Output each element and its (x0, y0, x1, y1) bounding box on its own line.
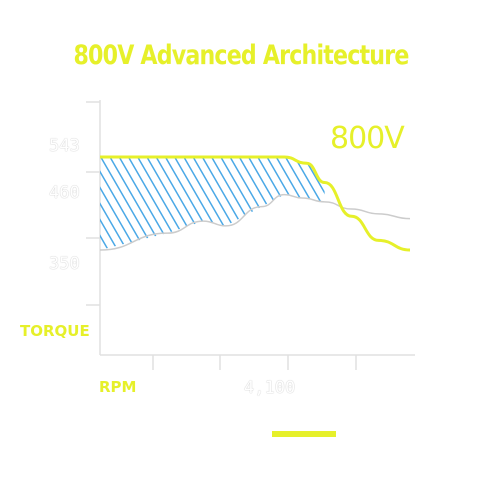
y-tick-label-350: 350 (49, 254, 80, 274)
y-tick-label-460: 460 (49, 183, 80, 203)
chart-title: 800V Advanced Architecture (73, 40, 409, 71)
x-tick-label-4100: 4,100 (244, 378, 296, 398)
y-axis-label: TORQUE (20, 322, 90, 340)
y-tick-label-543: 543 (49, 136, 80, 156)
baseline-torque-line (99, 193, 411, 251)
torque-gain-hatched-area (100, 157, 325, 250)
series-800v-line (100, 155, 411, 252)
legend-swatch-800v (272, 431, 336, 437)
series-label-800v: 800V (330, 121, 405, 156)
x-axis-label: RPM (99, 378, 137, 396)
